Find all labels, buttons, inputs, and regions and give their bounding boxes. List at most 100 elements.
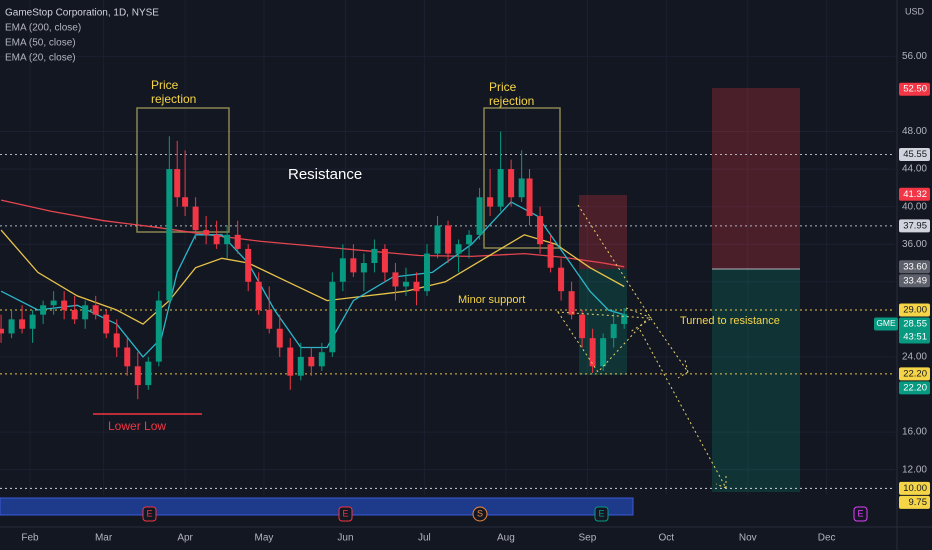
candle-body bbox=[621, 314, 628, 325]
candle-body bbox=[234, 234, 241, 249]
price-label: 45.55 bbox=[903, 149, 927, 160]
annotation: rejection bbox=[489, 94, 534, 108]
x-tick-label: Sep bbox=[578, 533, 596, 544]
y-tick-label: 56.00 bbox=[902, 51, 927, 62]
price-label-box bbox=[899, 303, 930, 317]
event-label: E bbox=[146, 508, 152, 518]
candle-body bbox=[245, 248, 252, 282]
event-icon[interactable] bbox=[853, 506, 868, 522]
candle-body bbox=[537, 216, 544, 245]
candle-body bbox=[476, 197, 483, 235]
price-label-box bbox=[899, 495, 930, 509]
x-tick-label: Jun bbox=[337, 533, 353, 544]
annotation: Minor support bbox=[458, 294, 525, 306]
price-label: 33.60 bbox=[903, 261, 927, 272]
ema-line bbox=[0, 229, 625, 325]
y-tick-label: 16.00 bbox=[902, 427, 927, 438]
candle-body bbox=[423, 253, 430, 292]
candle-body bbox=[329, 281, 336, 353]
candle-body bbox=[287, 347, 294, 376]
x-tick-label: Nov bbox=[739, 533, 757, 544]
candle-body bbox=[213, 234, 220, 245]
candle-body bbox=[413, 281, 420, 292]
price-label: 22.20 bbox=[903, 382, 927, 393]
candle-body bbox=[466, 234, 473, 245]
candle-body bbox=[487, 197, 494, 207]
price-label-box bbox=[899, 367, 930, 381]
candle-body bbox=[526, 178, 533, 217]
y-tick-label: 12.00 bbox=[902, 464, 927, 475]
candle-body bbox=[547, 244, 554, 268]
candle-body bbox=[182, 197, 189, 207]
price-label-box bbox=[899, 148, 930, 162]
candle-body bbox=[61, 300, 68, 310]
price-label-box bbox=[899, 260, 930, 274]
price-label: 52.50 bbox=[903, 84, 927, 95]
candle-body bbox=[50, 300, 57, 306]
candle-body bbox=[297, 356, 304, 376]
candle-body bbox=[497, 169, 504, 207]
candle-body bbox=[145, 361, 152, 386]
candle-body bbox=[266, 309, 273, 329]
arrow bbox=[639, 329, 728, 489]
candle-body bbox=[19, 319, 26, 329]
candle-body bbox=[29, 314, 36, 329]
x-tick-label: Aug bbox=[497, 533, 515, 544]
candle-body bbox=[589, 338, 596, 367]
symbol-tag-box bbox=[874, 317, 898, 331]
candle-body bbox=[392, 272, 399, 287]
price-label-box bbox=[899, 381, 930, 395]
candle-body bbox=[166, 169, 173, 301]
rejection-box bbox=[136, 107, 230, 233]
candle-body bbox=[455, 244, 462, 254]
price-label-box bbox=[899, 82, 930, 96]
annotation: Resistance bbox=[288, 166, 362, 183]
ema-line bbox=[0, 199, 625, 268]
price-label: 22.20 bbox=[903, 368, 927, 379]
levels bbox=[0, 154, 895, 489]
y-tick-label: 44.00 bbox=[902, 164, 927, 175]
price-label: 33.49 bbox=[903, 275, 927, 286]
candle-body bbox=[371, 248, 378, 263]
annotation: Price bbox=[489, 80, 517, 94]
arrow bbox=[625, 307, 654, 333]
annotation: Turned to resistance bbox=[680, 315, 780, 327]
price-label: 28.55 bbox=[903, 318, 927, 329]
event-icon[interactable] bbox=[472, 506, 488, 522]
event-icon[interactable] bbox=[338, 506, 353, 522]
x-tick-label: Oct bbox=[658, 533, 674, 544]
triangle bbox=[557, 311, 650, 373]
indicator-name: EMA (50, close) bbox=[5, 38, 76, 49]
price-label: 9.75 bbox=[909, 497, 928, 508]
candle-body bbox=[71, 309, 78, 320]
candle-body bbox=[558, 267, 565, 292]
rejection-box bbox=[483, 107, 561, 249]
price-label-box bbox=[899, 317, 930, 344]
candle-body bbox=[103, 314, 110, 334]
candle-body bbox=[155, 300, 162, 362]
candle-body bbox=[610, 324, 617, 339]
event-icon[interactable] bbox=[142, 506, 157, 522]
candle-body bbox=[203, 230, 210, 235]
candle-body bbox=[508, 169, 515, 198]
candle-body bbox=[350, 258, 357, 273]
y-tick-label: 40.00 bbox=[902, 201, 927, 212]
candle-body bbox=[360, 262, 367, 273]
candle-body bbox=[518, 178, 525, 198]
target-zone bbox=[712, 269, 800, 492]
candle-body bbox=[381, 248, 388, 273]
candle-body bbox=[174, 169, 181, 198]
event-label: E bbox=[857, 508, 863, 518]
annotation: Lower Low bbox=[108, 419, 166, 433]
arrows bbox=[557, 204, 728, 489]
price-label-box bbox=[899, 274, 930, 288]
candle-body bbox=[445, 225, 452, 254]
candle-body bbox=[318, 352, 325, 367]
candle-body bbox=[82, 305, 89, 320]
annotation: rejection bbox=[151, 92, 196, 106]
price-label-box bbox=[899, 219, 930, 233]
price-label-box bbox=[899, 187, 930, 201]
event-icon[interactable] bbox=[594, 506, 609, 522]
